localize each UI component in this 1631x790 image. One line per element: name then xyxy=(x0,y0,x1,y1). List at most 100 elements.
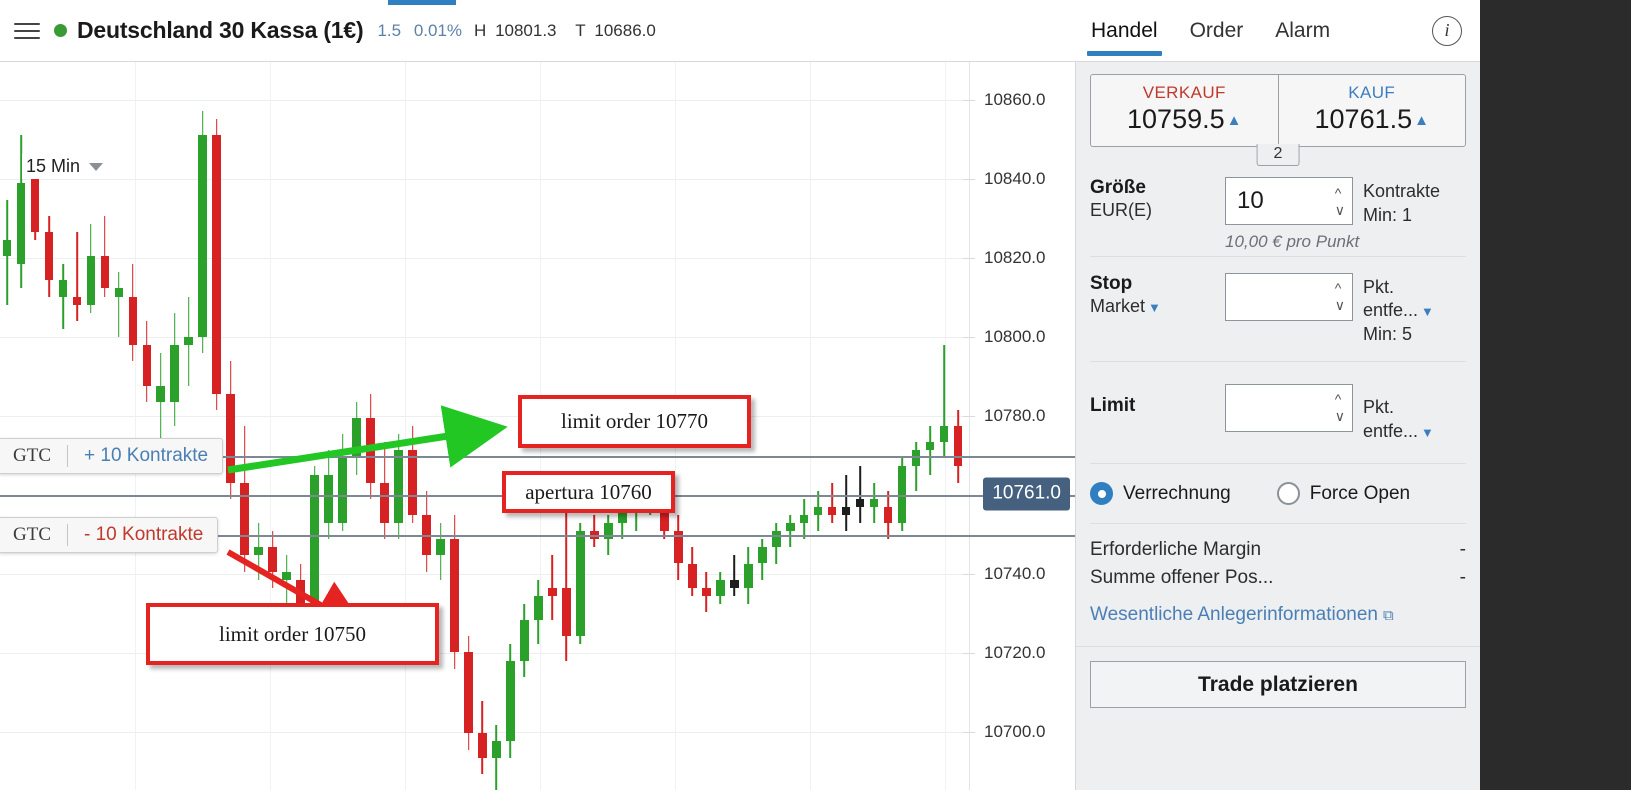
price-chart[interactable]: 10860.0 10840.0 10820.0 10800.0 10780.0 … xyxy=(0,62,1075,790)
stop-stepper-buttons[interactable]: ^ ∨ xyxy=(1335,274,1345,320)
candlestick xyxy=(701,571,711,613)
summary-row-positions: Summe offener Pos... - xyxy=(1076,564,1480,592)
y-axis-label: 10700.0 xyxy=(984,722,1046,741)
margin-value: - xyxy=(1459,539,1466,561)
candlestick xyxy=(743,547,753,604)
stop-unit-dropdown[interactable]: Pkt. entfe... ▼ xyxy=(1363,276,1434,321)
page-title: Deutschland 30 Kassa (1€) xyxy=(77,17,364,43)
size-unit-block: Kontrakte Min: 1 xyxy=(1363,177,1440,228)
stop-min: Min: 5 xyxy=(1363,324,1413,344)
candlestick xyxy=(408,426,417,524)
candlestick xyxy=(170,312,180,426)
bid-ask-buttons: VERKAUF 10759.5 ▲ KAUF 10761.5 ▲ 2 xyxy=(1090,74,1466,166)
size-stepper[interactable]: 10 ^ ∨ xyxy=(1225,177,1353,225)
place-trade-button[interactable]: Trade platzieren xyxy=(1090,661,1466,709)
candlestick xyxy=(436,523,445,580)
candlestick xyxy=(142,320,152,402)
radio-unselected-icon xyxy=(1276,482,1300,506)
stop-stepper[interactable]: ^ ∨ xyxy=(1225,272,1353,321)
limit-stepper[interactable]: ^ ∨ xyxy=(1225,383,1353,432)
buy-button[interactable]: KAUF 10761.5 ▲ xyxy=(1277,75,1466,146)
candlestick xyxy=(198,110,208,354)
candlestick xyxy=(911,442,921,491)
buy-price: 10761.5 ▲ xyxy=(1314,104,1429,134)
hamburger-icon[interactable] xyxy=(14,18,40,44)
change-points: 1.5 xyxy=(377,20,402,40)
candlestick xyxy=(827,482,837,524)
candlestick xyxy=(883,490,893,540)
sell-button[interactable]: VERKAUF 10759.5 ▲ xyxy=(1091,75,1278,146)
candlestick xyxy=(534,579,543,645)
order-line-10750[interactable] xyxy=(0,535,1075,537)
y-axis-label: 10800.0 xyxy=(984,327,1046,346)
candlestick xyxy=(128,264,138,362)
candlestick xyxy=(925,426,935,475)
investor-information-link[interactable]: Wesentliche Anlegerinformationen ⧉ xyxy=(1090,604,1394,626)
order-ticket-qty: - 10 Kontrakte xyxy=(84,524,204,545)
candlestick xyxy=(268,531,278,588)
candlestick xyxy=(72,231,82,321)
tab-order[interactable]: Order xyxy=(1189,18,1244,42)
stop-type-dropdown[interactable]: Market ▼ xyxy=(1090,295,1161,316)
tab-handel[interactable]: Handel xyxy=(1075,0,1174,62)
chart-gridline-v xyxy=(405,62,406,790)
radio-force-open[interactable]: Force Open xyxy=(1276,482,1410,506)
cta-container: Trade platzieren xyxy=(1076,646,1480,722)
external-link-icon: ⧉ xyxy=(1383,607,1394,625)
tab-alarm[interactable]: Alarm xyxy=(1275,18,1331,42)
divider xyxy=(1090,255,1466,257)
chart-gridline-h xyxy=(0,653,970,654)
chart-gridline-h xyxy=(0,574,970,575)
timeframe-selector[interactable]: 15 Min xyxy=(22,154,108,179)
size-stepper-buttons[interactable]: ^ ∨ xyxy=(1335,178,1345,224)
candlestick xyxy=(2,199,12,305)
order-ticket-buy[interactable]: GTC + 10 Kontrakte xyxy=(0,438,224,474)
candlestick xyxy=(324,450,333,540)
size-row: Größe EUR(E) 10 ^ ∨ Kontrakte Min: 1 xyxy=(1076,147,1480,240)
radio-verrechnung[interactable]: Verrechnung xyxy=(1090,482,1231,506)
limit-labels: Limit xyxy=(1090,384,1215,417)
size-currency: EUR(E) xyxy=(1090,200,1152,220)
low-value: 10686.0 xyxy=(594,20,656,40)
size-min: Min: 1 xyxy=(1363,204,1413,225)
candlestick xyxy=(366,393,375,499)
spread-value: 2 xyxy=(1256,144,1300,166)
size-note: 10,00 € pro Punkt xyxy=(1225,231,1360,251)
candlestick xyxy=(729,555,739,596)
chart-gridline-v xyxy=(810,62,811,790)
limit-label: Limit xyxy=(1090,394,1136,416)
limit-unit-dropdown[interactable]: Pkt. entfe... ▼ xyxy=(1363,396,1434,441)
order-ticket-qty: + 10 Kontrakte xyxy=(84,445,209,466)
option-radios: Verrechnung Force Open xyxy=(1076,466,1480,521)
chevron-down-icon xyxy=(89,162,104,171)
candlestick xyxy=(212,118,222,410)
candlestick xyxy=(450,514,459,669)
ticket-divider xyxy=(67,445,68,467)
info-circle-icon[interactable]: i xyxy=(1432,15,1462,46)
candlestick xyxy=(771,523,781,564)
candlestick xyxy=(422,490,431,572)
candlestick xyxy=(897,458,907,532)
y-axis-label: 10740.0 xyxy=(984,564,1046,583)
chevron-down-icon: ▼ xyxy=(1421,304,1434,320)
up-arrow-icon: ▲ xyxy=(1414,112,1429,130)
candlestick xyxy=(590,514,599,548)
order-line-10770[interactable] xyxy=(0,456,1075,458)
candlestick xyxy=(673,514,683,580)
high-label: H xyxy=(474,20,487,40)
candlestick xyxy=(520,603,529,677)
limit-stepper-buttons[interactable]: ^ ∨ xyxy=(1335,385,1345,431)
chart-gridline-h xyxy=(0,337,970,338)
size-label: Größe xyxy=(1090,177,1146,198)
buy-label: KAUF xyxy=(1348,83,1396,102)
chart-gridline-h xyxy=(0,179,970,180)
stepper-down-icon: ∨ xyxy=(1334,408,1345,425)
size-value: 10 xyxy=(1237,187,1264,214)
ticket-divider xyxy=(67,524,68,546)
chevron-down-icon: ▼ xyxy=(1421,424,1434,440)
candlestick xyxy=(58,264,68,329)
order-ticket-sell[interactable]: GTC - 10 Kontrakte xyxy=(0,517,219,553)
candlestick xyxy=(576,523,585,645)
limit-row: Limit ^ ∨ Pkt. entfe... ▼ xyxy=(1076,364,1480,462)
candlestick xyxy=(226,361,236,499)
